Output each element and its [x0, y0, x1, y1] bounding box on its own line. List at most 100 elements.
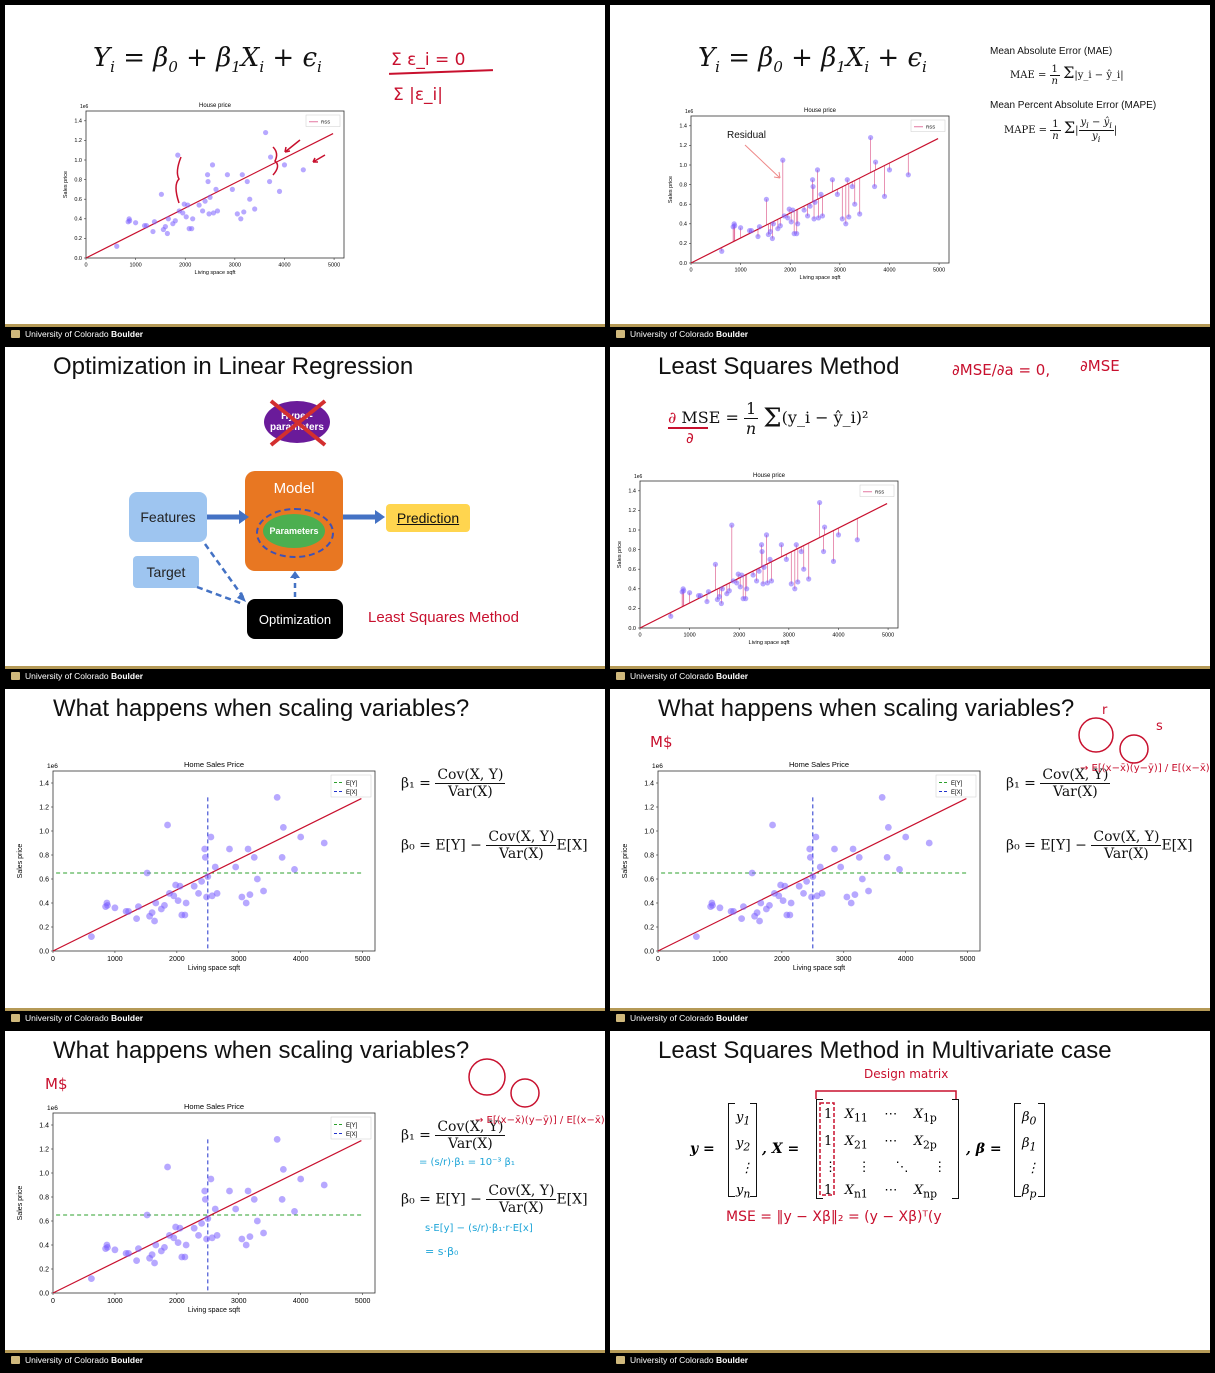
handwritten-beta0-result: = s·β₀ [425, 1245, 459, 1258]
data-point [766, 902, 773, 909]
x-tick-label: 2000 [774, 956, 790, 963]
data-point [162, 224, 168, 230]
bracket [816, 1099, 823, 1199]
data-point [816, 863, 824, 871]
data-point [925, 839, 933, 847]
data-point [164, 230, 170, 237]
slide-footer: University of Colorado Boulder [610, 1008, 1210, 1025]
data-point [182, 899, 190, 907]
y-tick-label: 0.0 [74, 256, 82, 262]
legend-box [305, 114, 341, 127]
y-tick-label: 0.6 [39, 1218, 49, 1225]
house-price-chart: House price 1e6 0 1000 2000 3000 4000 5000 0.0 0.… [63, 103, 345, 276]
data-point [902, 833, 910, 841]
data-point [831, 845, 838, 853]
y-tick-label: 0.2 [644, 924, 654, 931]
data-point [795, 882, 803, 890]
data-point [250, 1196, 258, 1203]
y-vector: y1 y2 ⋮ yn [736, 1110, 754, 1201]
handwritten-markup [175, 139, 326, 204]
data-point [830, 558, 837, 564]
data-point [806, 576, 812, 582]
data-point [320, 1181, 328, 1189]
data-point [768, 578, 775, 584]
plot-frame [52, 770, 376, 952]
data-point [748, 228, 755, 234]
data-point [151, 1259, 158, 1267]
parameters-node: Parameters [263, 514, 325, 548]
data-point [297, 833, 305, 841]
data-point [263, 129, 269, 136]
data-point [730, 908, 737, 915]
data-point [151, 219, 158, 225]
data-point [777, 223, 783, 229]
data-point [104, 902, 111, 909]
data-point [148, 1251, 156, 1258]
data-point [687, 590, 693, 596]
slide-footer: University of Colorado Boulder [610, 666, 1210, 683]
chart-title: Home Sales Price [789, 760, 849, 769]
y-tick-label: 0.2 [39, 924, 49, 931]
data-point [785, 215, 791, 221]
data-point [767, 556, 773, 562]
data-point [753, 909, 761, 916]
legend-label: E[Y] [346, 1123, 358, 1129]
data-point [732, 223, 738, 229]
y-exponent-label: 1e6 [80, 104, 89, 110]
data-point [843, 221, 849, 227]
legend-label: E[X] [346, 1132, 358, 1138]
y-tick-label: 1.0 [39, 828, 49, 835]
y-tick-label: 0.8 [39, 1194, 49, 1201]
handwritten-circles [1078, 717, 1149, 764]
data-point [189, 226, 195, 232]
data-point [778, 542, 785, 548]
data-point [812, 833, 820, 841]
data-point [738, 225, 744, 231]
data-point [855, 854, 863, 861]
x-tick-label: 5000 [933, 268, 945, 274]
x-tick-label: 1000 [107, 1298, 123, 1305]
y-tick-label: 0.0 [679, 261, 687, 267]
data-point [210, 210, 217, 216]
data-point [260, 887, 267, 895]
x-axis-label: Living space sqft [800, 275, 841, 281]
university-logo-icon [616, 1356, 625, 1364]
y-tick-label: 0.4 [679, 222, 687, 228]
optimization-node: Optimization [247, 599, 343, 639]
y-exponent-label: 1e6 [47, 763, 58, 770]
data-point [246, 1233, 254, 1240]
x-axis-label: Living space sqft [793, 965, 845, 972]
data-point [201, 854, 209, 861]
handwritten-note-sum-zero: Σ ε_i = 0 [391, 50, 466, 70]
data-point [176, 882, 184, 890]
data-point [792, 586, 798, 592]
x-tick-label: 2000 [169, 956, 185, 963]
data-point [716, 904, 724, 912]
data-point [170, 892, 178, 900]
data-point [795, 579, 801, 585]
data-point [213, 1232, 221, 1239]
data-point [704, 598, 710, 605]
handwritten-note-sum-abs: Σ |ε_i| [393, 85, 444, 105]
data-point [716, 594, 722, 600]
data-point [204, 873, 212, 880]
data-point [809, 177, 816, 183]
y-tick-label: 0.6 [679, 202, 687, 208]
y-tick-label: 1.2 [679, 143, 687, 149]
x-tick-label: 4000 [278, 263, 290, 269]
home-sales-price-chart: Home Sales Price 1e6 0 1000 2000 3000 4000 5000… [622, 760, 981, 972]
data-point [668, 613, 674, 619]
slide-title: Optimization in Linear Regression [53, 353, 414, 380]
data-point [705, 589, 712, 595]
data-point [726, 588, 732, 594]
data-point [127, 218, 133, 224]
data-point [883, 854, 891, 861]
legend-box [859, 484, 895, 497]
data-point [133, 220, 139, 226]
data-point [229, 186, 235, 192]
model-label: Model [273, 480, 315, 497]
data-point [239, 172, 245, 178]
x-tick-label: 4000 [883, 268, 895, 274]
university-logo-icon [11, 1356, 20, 1364]
data-point [851, 891, 859, 898]
